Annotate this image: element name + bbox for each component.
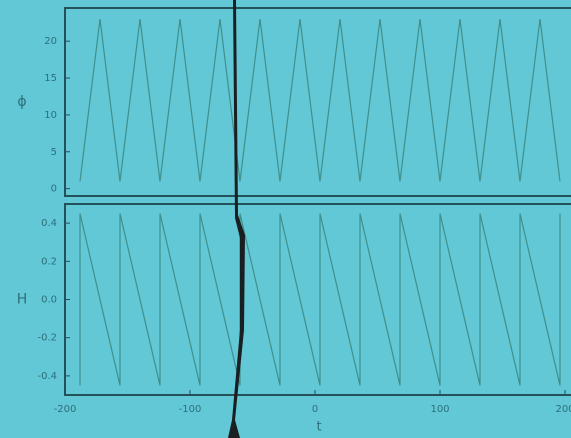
page: {"chart_data":[ {"type":"line","ylabel":… bbox=[0, 0, 571, 438]
y-tick-label: 5 bbox=[51, 147, 57, 158]
y-tick-label: 0.2 bbox=[41, 256, 57, 267]
x-tick-label: 100 bbox=[430, 404, 449, 415]
y-tick-label: 0.0 bbox=[41, 295, 57, 306]
y-tick-label: 15 bbox=[44, 73, 57, 84]
x-tick-label: 200 bbox=[555, 404, 571, 415]
x-tick-label: -100 bbox=[179, 404, 202, 415]
y-tick-label: 10 bbox=[44, 110, 57, 121]
y-tick-label: -0.4 bbox=[37, 371, 57, 382]
y-tick-label: -0.2 bbox=[37, 333, 57, 344]
background bbox=[0, 0, 571, 438]
y-axis-label: ϕ bbox=[17, 94, 26, 110]
y-axis-label: H bbox=[17, 292, 28, 308]
x-tick-label: 0 bbox=[312, 404, 318, 415]
x-axis-label: t bbox=[316, 420, 321, 435]
y-tick-label: 20 bbox=[44, 36, 57, 47]
y-tick-label: 0 bbox=[51, 184, 57, 195]
x-tick-label: -200 bbox=[54, 404, 77, 415]
y-tick-label: 0.4 bbox=[41, 218, 57, 229]
chart: 0 5 10 15 20 ϕ -0.4 -0.2 0.0 0.2 0.4 -200 -100 0 100 20… bbox=[0, 0, 571, 438]
